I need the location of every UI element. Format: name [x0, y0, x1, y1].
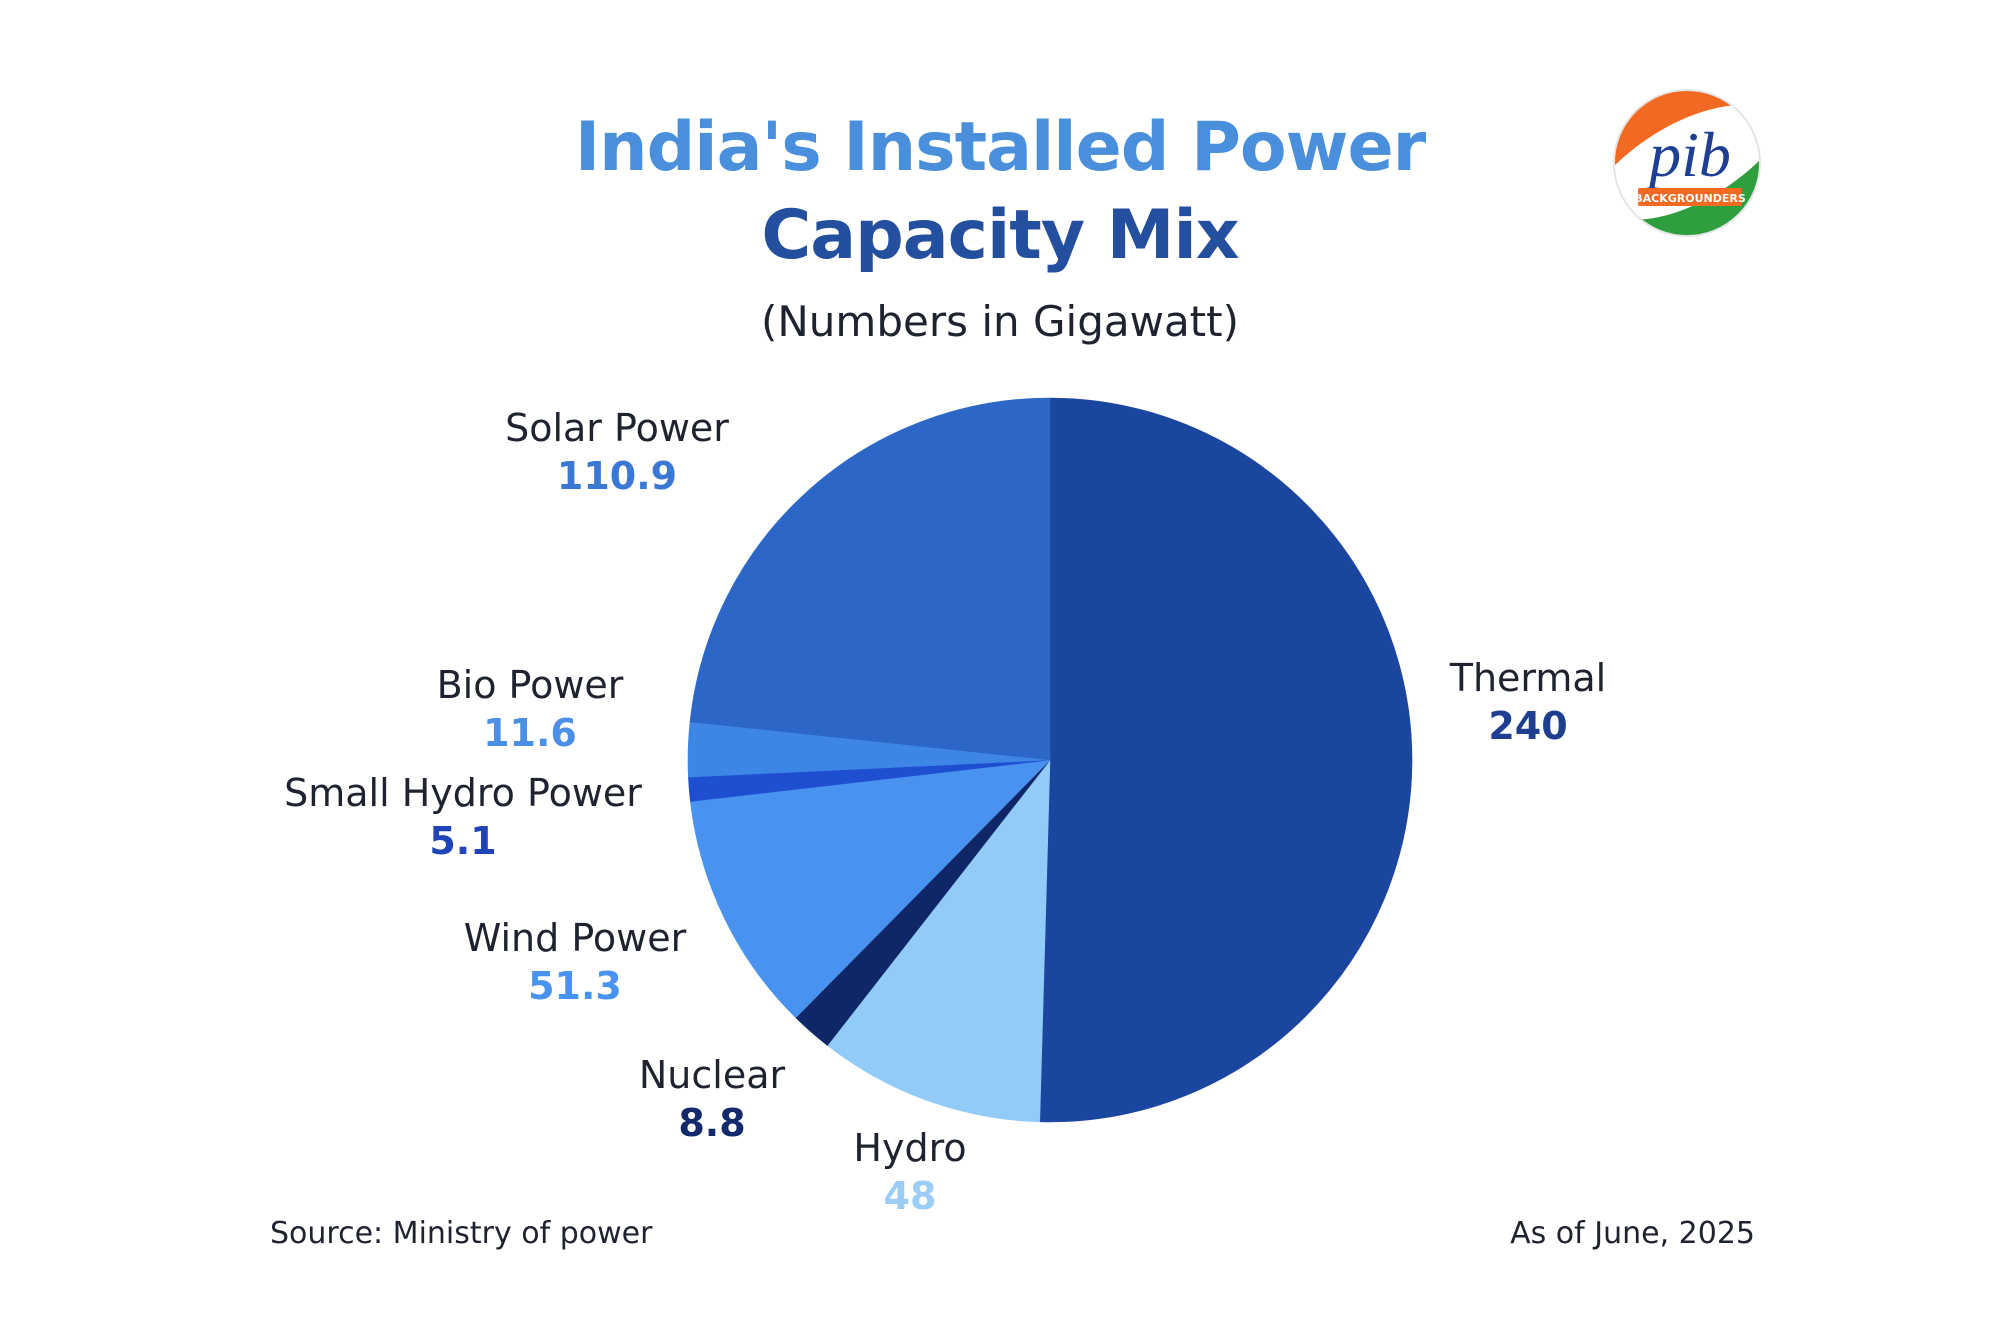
pie-slice-thermal	[1039, 397, 1413, 1123]
slice-label-bio-power: Bio Power 11.6	[437, 662, 624, 758]
slice-value-wind-power: 51.3	[528, 964, 622, 1008]
slice-name-thermal: Thermal	[1449, 656, 1607, 700]
slice-name-small-hydro-power: Small Hydro Power	[284, 771, 642, 815]
slice-value-thermal: 240	[1488, 704, 1568, 748]
slice-label-hydro: Hydro 48	[853, 1125, 966, 1221]
chart-subtitle: (Numbers in Gigawatt)	[761, 297, 1239, 346]
logo-tagline-band	[1638, 188, 1742, 206]
slice-value-solar-power: 110.9	[556, 454, 678, 498]
chart-title-line-1: India's Installed Power	[574, 108, 1426, 187]
pie-slice-wind-power	[690, 759, 1051, 1019]
chart-title-line-2: Capacity Mix	[761, 196, 1239, 275]
logo-wordmark: pib	[1645, 119, 1731, 190]
slice-label-thermal: Thermal 240	[1450, 655, 1607, 751]
pie-slice-solar-power	[689, 397, 1051, 761]
slice-name-bio-power: Bio Power	[436, 663, 624, 707]
logo-green-swoosh	[1614, 158, 1760, 236]
slice-label-wind-power: Wind Power 51.3	[464, 915, 686, 1011]
slice-name-hydro: Hydro	[853, 1126, 967, 1170]
slice-name-solar-power: Solar Power	[505, 406, 729, 450]
slice-name-wind-power: Wind Power	[463, 916, 687, 960]
slice-label-small-hydro-power: Small Hydro Power 5.1	[284, 770, 642, 866]
pib-logo: pib BACKGROUNDERS	[1613, 89, 1761, 237]
slice-value-small-hydro-power: 5.1	[429, 819, 497, 863]
slice-value-nuclear: 8.8	[678, 1101, 746, 1145]
slice-label-solar-power: Solar Power 110.9	[505, 405, 729, 501]
source-note: Source: Ministry of power	[270, 1216, 653, 1251]
logo-saffron-swoosh	[1614, 90, 1760, 168]
pie-slice-hydro	[826, 759, 1051, 1123]
slice-value-bio-power: 11.6	[483, 711, 577, 755]
slice-name-nuclear: Nuclear	[638, 1053, 786, 1097]
logo-tagline: BACKGROUNDERS	[1634, 192, 1746, 205]
slice-label-nuclear: Nuclear 8.8	[639, 1052, 785, 1148]
slice-value-hydro: 48	[883, 1174, 937, 1218]
as-of-date: As of June, 2025	[1510, 1216, 1755, 1251]
